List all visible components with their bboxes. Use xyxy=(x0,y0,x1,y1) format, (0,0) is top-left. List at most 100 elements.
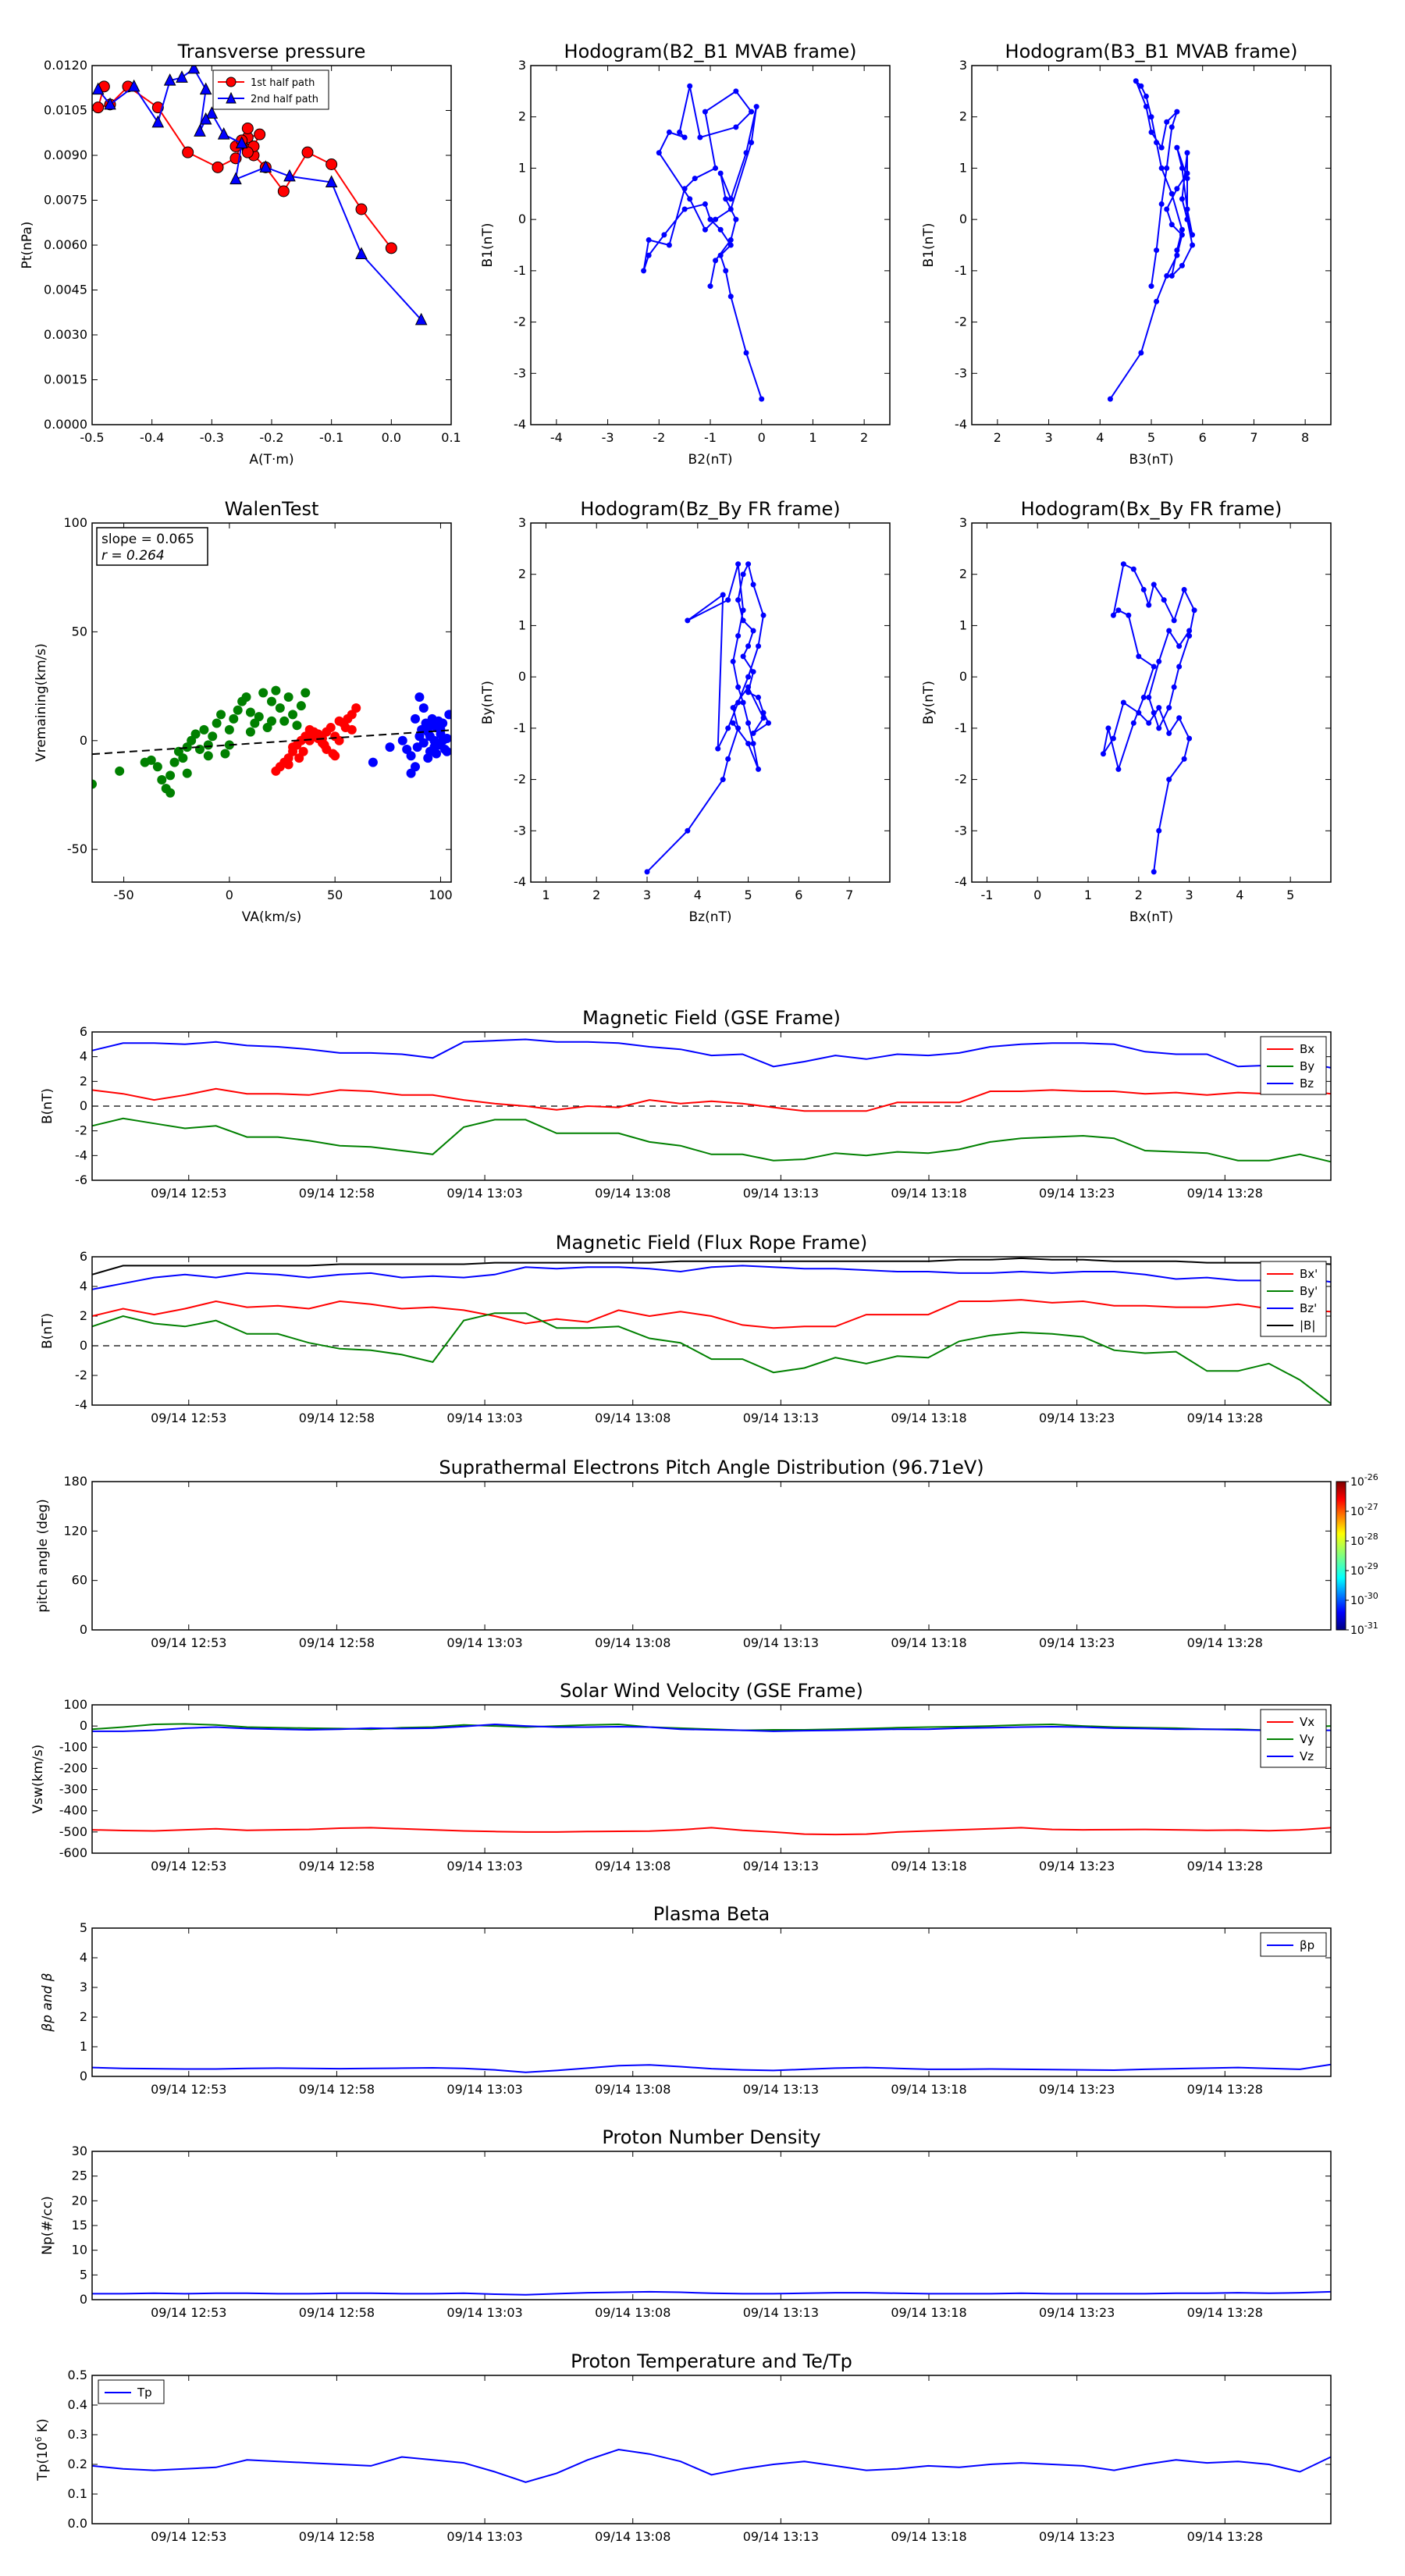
walen-point xyxy=(347,724,357,735)
hxy-xtick-label: 4 xyxy=(1236,888,1243,902)
bgse-time-label: 09/14 13:23 xyxy=(1039,1186,1115,1201)
tp-ytick-label: 0.0045 xyxy=(44,283,87,297)
h31-ytick-label: 3 xyxy=(959,58,967,73)
walen-xtick-label: 100 xyxy=(429,888,453,902)
hzy-point xyxy=(756,766,762,772)
np-time-label: 09/14 13:18 xyxy=(891,2305,966,2320)
temp-ylabel-rest: K) xyxy=(35,2418,51,2436)
bgse-ylabel: B(nT) xyxy=(40,1088,55,1124)
vsw-ylabel: Vsw(km/s) xyxy=(30,1745,46,1814)
h21-point xyxy=(713,258,719,264)
hxy-ylabel: By(nT) xyxy=(921,681,937,724)
np-time-label: 09/14 13:13 xyxy=(743,2305,819,2320)
h21-xtick-label: -2 xyxy=(653,430,665,445)
walen-point xyxy=(146,755,156,765)
vsw-time-label: 09/14 13:08 xyxy=(595,1859,670,1873)
tp-xtick-label: -0.1 xyxy=(319,430,343,445)
bgse-ytick-label: -2 xyxy=(75,1123,87,1138)
h21-point xyxy=(661,232,667,238)
hzy-ytick-label: 2 xyxy=(518,567,526,582)
tp-xtick-label: -0.2 xyxy=(259,430,283,445)
hzy-point xyxy=(745,643,752,649)
bgse-s1-line xyxy=(91,1117,1332,1163)
walen-point xyxy=(267,696,276,706)
tp-frame xyxy=(91,65,452,425)
hxy-point xyxy=(1115,766,1122,772)
h31-point xyxy=(1174,109,1180,115)
pad-frame xyxy=(91,1481,1332,1631)
hzy-point xyxy=(685,617,691,624)
walen-point xyxy=(190,729,201,739)
temp-time-label: 09/14 13:08 xyxy=(595,2529,670,2544)
pad-colorbar-label-exp: -31 xyxy=(1364,1621,1378,1631)
pad-time-label: 09/14 13:18 xyxy=(891,1635,966,1650)
h31-point xyxy=(1168,190,1175,197)
h21-point xyxy=(702,226,708,233)
h31-point xyxy=(1174,252,1180,258)
tp-point-blue xyxy=(104,97,116,110)
walen-point xyxy=(245,707,255,717)
hzy-point xyxy=(740,699,746,706)
hzy-point xyxy=(730,720,736,726)
walen-point xyxy=(296,701,306,711)
pad-time-label: 09/14 13:08 xyxy=(595,1635,670,1650)
hzy-point xyxy=(766,720,772,726)
vsw-time-label: 09/14 13:03 xyxy=(446,1859,522,1873)
hzy-frame xyxy=(530,522,891,883)
walen-point xyxy=(406,751,416,761)
bgse-frame xyxy=(91,1031,1332,1181)
h21-point xyxy=(677,129,683,135)
beta-legend-label: βp xyxy=(1300,1938,1314,1952)
hzy-point xyxy=(735,684,742,690)
walen-point xyxy=(165,770,176,781)
walen-point xyxy=(325,723,336,733)
walen-xtick-label: 0 xyxy=(226,888,233,902)
pad-colorbar-label-exp: -28 xyxy=(1364,1532,1378,1542)
h21-point xyxy=(733,216,739,222)
bfr-legend-label: |B| xyxy=(1300,1318,1315,1332)
hxy-point xyxy=(1176,643,1183,649)
h31-point xyxy=(1164,272,1170,279)
hzy-point xyxy=(756,694,762,700)
bgse-ytick-label: -4 xyxy=(75,1147,87,1162)
bfr-time-label: 09/14 13:13 xyxy=(743,1411,819,1425)
tp-ytick-label: 0.0000 xyxy=(44,417,87,432)
hxy-point xyxy=(1120,561,1126,568)
vsw-time-label: 09/14 12:58 xyxy=(299,1859,375,1873)
temp-frame xyxy=(91,2375,1332,2524)
walen-point xyxy=(203,740,213,750)
np-ylabel: Np(#/cc) xyxy=(40,2196,55,2254)
hxy-point xyxy=(1140,694,1147,700)
vsw-ytick-label: 0 xyxy=(80,1718,87,1733)
pad-colorbar-label: 10-30 xyxy=(1350,1591,1378,1607)
hxy-point xyxy=(1120,699,1126,706)
pad-time-label: 09/14 13:23 xyxy=(1039,1635,1115,1650)
hzy-xlabel: Bz(nT) xyxy=(688,909,731,925)
beta-ytick-label: 5 xyxy=(80,1920,87,1935)
hzy-panel: Hodogram(Bz_By FR frame) -4 -3 -2 -1 0 1 2 3 1 2 3 4… xyxy=(480,498,891,925)
hxy-point xyxy=(1110,735,1116,742)
hxy-point xyxy=(1136,710,1142,716)
bfr-frame xyxy=(91,1256,1332,1406)
tp-point-red xyxy=(212,161,224,173)
pad-colorbar-label: 10-26 xyxy=(1350,1472,1378,1489)
hzy-point xyxy=(760,612,767,618)
h31-xtick-label: 6 xyxy=(1199,430,1207,445)
pad-colorbar-label: 10-29 xyxy=(1350,1561,1378,1578)
tp-point-blue xyxy=(199,82,212,95)
h21-point xyxy=(707,216,713,222)
walen-ytick-label: -50 xyxy=(67,841,87,856)
hzy-point xyxy=(730,705,736,711)
np-time-label: 09/14 13:08 xyxy=(595,2305,670,2320)
hzy-point xyxy=(740,607,746,614)
hzy-point xyxy=(750,628,756,634)
walen-point xyxy=(433,716,443,726)
hzy-point xyxy=(740,653,746,660)
bgse-legend: Bx By Bz xyxy=(1260,1036,1327,1095)
h31-point xyxy=(1164,206,1170,212)
tp-xtick-label: 0.1 xyxy=(441,430,461,445)
tp-point-blue xyxy=(217,127,230,140)
h31-point xyxy=(1179,262,1185,269)
